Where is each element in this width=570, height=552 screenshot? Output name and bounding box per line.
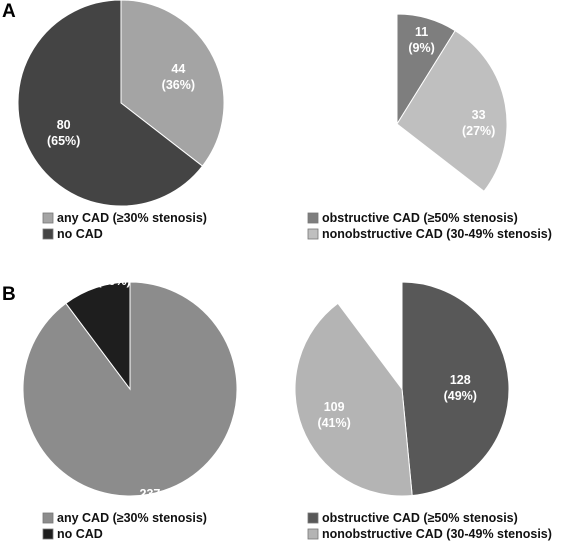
pie-slice: [295, 303, 412, 496]
slice-count-label: 80: [57, 118, 71, 132]
legend-a-left: any CAD (≥30% stenosis) no CAD: [43, 211, 207, 241]
slice-percent-label: (36%): [162, 78, 195, 92]
slice-count-label: 33: [472, 108, 486, 122]
legend-swatch: [43, 229, 53, 239]
legend-a-right: obstructive CAD (≥50% stenosis) nonobstru…: [308, 211, 552, 241]
legend-swatch: [43, 529, 53, 539]
slice-count-label: 44: [171, 62, 185, 76]
legend-swatch: [43, 213, 53, 223]
slice-count-label: 128: [450, 373, 471, 387]
legend-swatch: [308, 213, 318, 223]
slice-percent-label: (10%): [97, 274, 130, 288]
slice-count-label: 237: [140, 487, 161, 501]
slice-percent-label: (49%): [444, 389, 477, 403]
legend-swatch: [308, 229, 318, 239]
legend-label: obstructive CAD (≥50% stenosis): [322, 511, 518, 525]
panel-b-label: B: [2, 284, 16, 305]
legend-b-left: any CAD (≥30% stenosis) no CAD: [43, 511, 207, 541]
pie-a-cad-severity: 11 (9%) 33 (27%): [397, 14, 507, 191]
slice-count-label: 109: [324, 400, 345, 414]
slice-percent-label: (9%): [408, 41, 434, 55]
legend-swatch: [308, 513, 318, 523]
legend-label: any CAD (≥30% stenosis): [57, 511, 207, 525]
legend-swatch: [43, 513, 53, 523]
legend-label: any CAD (≥30% stenosis): [57, 211, 207, 225]
slice-percent-label: (27%): [462, 124, 495, 138]
panel-a-label: A: [2, 1, 16, 22]
legend-swatch: [308, 529, 318, 539]
slice-count-label: 27: [107, 258, 121, 272]
pie-a-any-cad: 44 (36%) 80 (65%): [18, 0, 224, 206]
legend-label: obstructive CAD (≥50% stenosis): [322, 211, 518, 225]
legend-label: no CAD: [57, 527, 103, 541]
slice-percent-label: (41%): [317, 416, 350, 430]
legend-label: no CAD: [57, 227, 103, 241]
slice-percent-label: (65%): [47, 134, 80, 148]
legend-label: nonobstructive CAD (30-49% stenosis): [322, 527, 552, 541]
slice-count-label: 11: [415, 25, 428, 39]
pie-b-cad-severity: 128 (49%) 109 (41%): [295, 282, 509, 496]
legend-label: nonobstructive CAD (30-49% stenosis): [322, 227, 552, 241]
legend-b-right: obstructive CAD (≥50% stenosis) nonobstru…: [308, 511, 552, 541]
pie-b-any-cad: 237(90%)27(10%): [23, 258, 237, 517]
